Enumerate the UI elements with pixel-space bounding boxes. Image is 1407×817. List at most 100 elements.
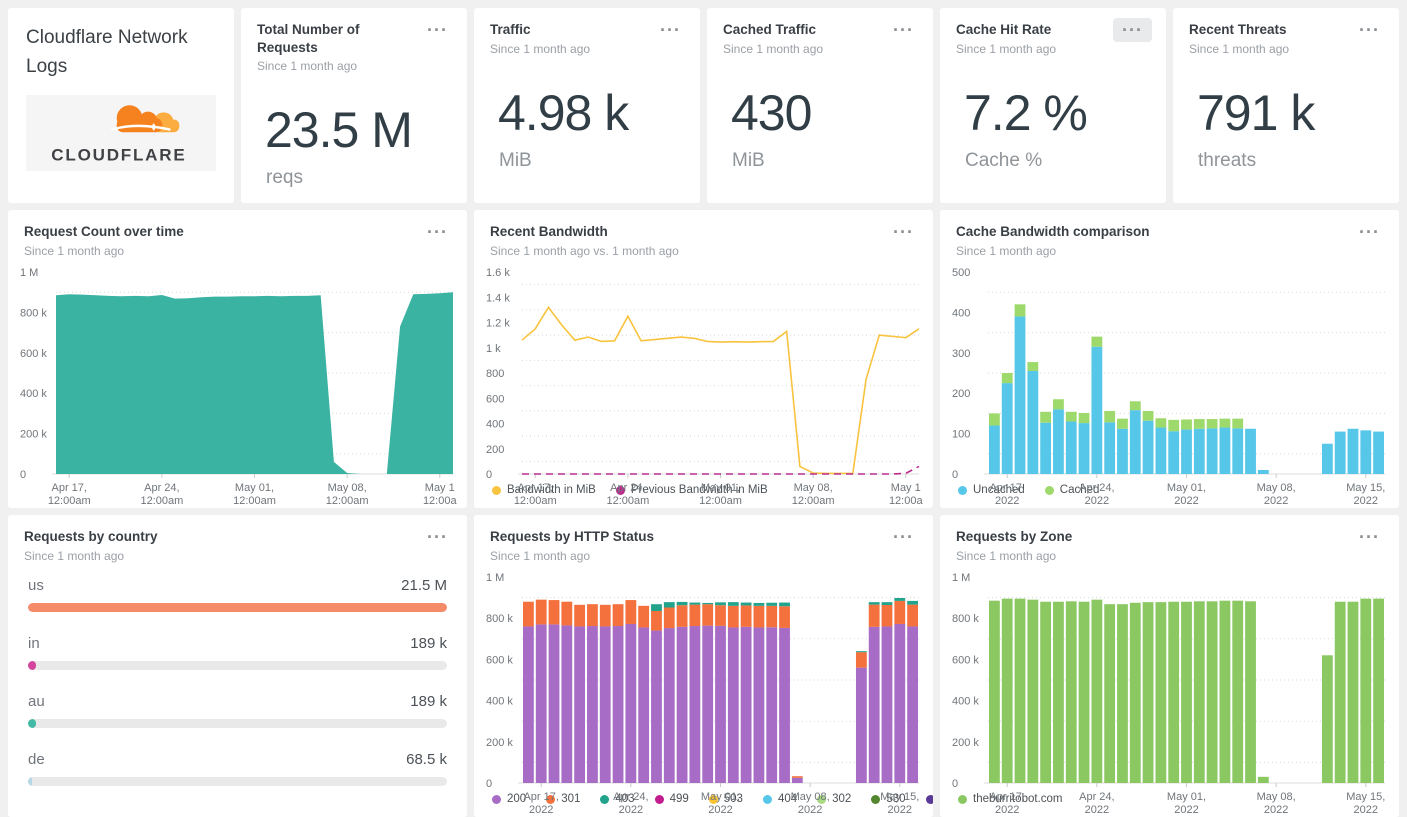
svg-text:May 01,2022: May 01, 2022 (1167, 791, 1206, 816)
svg-text:1 M: 1 M (20, 267, 38, 279)
svg-text:500: 500 (952, 267, 970, 279)
country-row: in 189 k (28, 635, 447, 670)
legend-dot-icon (492, 794, 501, 804)
legend-label: 404 (777, 793, 798, 805)
stat-value: 430 (731, 84, 812, 141)
chart-legend: Bandwidth in MiB Previous Bandwidth in Mi… (474, 482, 933, 508)
zone-bar-chart: 1 M 800 k 600 k 400 k 200 k 0 Apr 17, 2022 Apr 2… (942, 569, 1393, 816)
panel-requests-by-country: Requests by country Since 1 month ago ··… (8, 515, 467, 817)
country-bar-track (28, 718, 447, 728)
panel-menu-button[interactable]: ··· (660, 20, 681, 40)
country-label: au (28, 692, 45, 710)
legend-dot-icon (1044, 485, 1054, 495)
panel-menu-button[interactable]: ··· (427, 527, 448, 547)
panel-menu-button[interactable]: ··· (1359, 222, 1380, 242)
svg-text:600: 600 (486, 393, 504, 405)
cloudflare-logo-image: CLOUDFLARE (51, 105, 186, 165)
svg-text:May 08,2022: May 08, 2022 (1257, 482, 1296, 507)
stat-unit: threats (1198, 149, 1257, 171)
legend-label: 302 (832, 793, 852, 805)
panel-menu-button[interactable]: ··· (1359, 527, 1380, 547)
legend-item[interactable]: 200 (492, 793, 526, 805)
svg-text:400 k: 400 k (20, 388, 47, 400)
country-label: in (28, 634, 40, 652)
legend-item[interactable]: Previous Bandwidth in MiB (615, 484, 768, 496)
panel-subtitle: Since 1 month ago (490, 41, 591, 56)
panel-recent-bandwidth: Recent Bandwidth Since 1 month ago vs. 1… (474, 210, 933, 508)
legend-item[interactable]: 404 (762, 793, 798, 805)
legend-dot-icon (958, 794, 967, 804)
panel-subtitle: Since 1 month ago (956, 41, 1057, 56)
legend-label: Previous Bandwidth in MiB (630, 484, 768, 496)
svg-text:Apr 24,2022: Apr 24, 2022 (1079, 791, 1114, 816)
svg-text:400 k: 400 k (486, 695, 513, 707)
svg-text:Apr 17,12:00am: Apr 17, 12:00am (48, 482, 91, 507)
recent-bandwidth-line-chart: 1.6 k 1.4 k 1.2 k 1 k 800 600 400 200 0 Apr 17, 12… (476, 264, 927, 507)
panel-subtitle: Since 1 month ago (257, 59, 358, 74)
stat-unit: MiB (732, 149, 765, 171)
legend-item[interactable]: 302 (817, 793, 851, 805)
country-row: au 189 k (28, 693, 447, 728)
stat-unit: reqs (266, 167, 303, 189)
svg-text:600 k: 600 k (20, 347, 47, 359)
panel-dashboard-header: Cloudflare Network Logs CLOUDFLARE (8, 8, 234, 203)
panel-menu-button[interactable]: ··· (427, 20, 448, 40)
panel-menu-button[interactable]: ··· (893, 20, 914, 40)
legend-item[interactable]: 530 (871, 793, 906, 805)
country-row: us 21.5 M (28, 577, 447, 612)
legend-item[interactable]: Cached (1044, 484, 1099, 496)
svg-text:200 k: 200 k (486, 736, 513, 748)
country-bar-fill (28, 718, 36, 728)
panel-menu-button[interactable]: ··· (427, 222, 448, 242)
http-status-bar-chart: 1 M 800 k 600 k 400 k 200 k 0 Apr 17, 2022 Apr 2… (476, 569, 927, 816)
svg-text:May 08,2022: May 08, 2022 (791, 791, 830, 816)
panel-menu-button[interactable]: ··· (893, 527, 914, 547)
svg-text:1.6 k: 1.6 k (486, 267, 510, 279)
panel-menu-button[interactable]: ··· (1113, 18, 1152, 42)
legend-dot-icon (817, 794, 827, 804)
panel-total-requests: Total Number of Requests Since 1 month a… (241, 8, 467, 203)
svg-text:May 08,12:00am: May 08, 12:00am (326, 482, 369, 507)
svg-text:400: 400 (952, 307, 970, 319)
legend-label: 200 (507, 793, 527, 805)
svg-text:Apr 24,2022: Apr 24, 2022 (613, 791, 648, 816)
legend-dot-icon (871, 794, 881, 804)
legend-item[interactable]: 526 (925, 793, 933, 805)
legend-item[interactable]: Bandwidth in MiB (492, 484, 596, 496)
legend-dot-icon (762, 794, 772, 804)
svg-text:200 k: 200 k (20, 428, 47, 440)
svg-text:200: 200 (952, 388, 970, 400)
cloudflare-logo-text: CLOUDFLARE (51, 146, 186, 165)
svg-text:600 k: 600 k (952, 654, 979, 666)
legend-item[interactable]: 499 (654, 793, 689, 805)
legend-item[interactable]: theburritobot.com (958, 793, 1063, 805)
country-value: 68.5 k (406, 750, 447, 768)
panel-cache-bandwidth-comparison: Cache Bandwidth comparison Since 1 month… (940, 210, 1399, 508)
legend-item[interactable]: 403 (600, 793, 635, 805)
svg-text:400 k: 400 k (952, 695, 979, 707)
legend-item[interactable]: Uncached (958, 484, 1025, 496)
svg-text:400: 400 (486, 418, 504, 430)
stat-unit: MiB (499, 149, 532, 171)
stat-value: 23.5 M (265, 102, 413, 159)
panel-menu-button[interactable]: ··· (1359, 20, 1380, 40)
cloudflare-logo: CLOUDFLARE (26, 95, 216, 171)
svg-text:300: 300 (952, 347, 970, 359)
legend-dot-icon (546, 794, 556, 804)
svg-text:800 k: 800 k (952, 613, 979, 625)
panel-title: Requests by HTTP Status (490, 529, 655, 544)
country-bar-fill (28, 602, 447, 612)
panel-title: Total Number of Requests (257, 22, 360, 55)
legend-label: 503 (723, 793, 743, 805)
panel-subtitle: Since 1 month ago (956, 243, 1057, 258)
stat-value: 4.98 k (498, 84, 629, 141)
svg-text:800 k: 800 k (486, 613, 513, 625)
svg-text:800 k: 800 k (20, 307, 47, 319)
svg-text:May 01,12:00am: May 01, 12:00am (699, 482, 742, 507)
legend-item[interactable]: 503 (708, 793, 743, 805)
legend-item[interactable]: 301 (546, 793, 580, 805)
panel-menu-button[interactable]: ··· (893, 222, 914, 242)
panel-title: Recent Threats (1189, 22, 1287, 37)
svg-text:Apr 17,2022: Apr 17, 2022 (989, 482, 1024, 507)
